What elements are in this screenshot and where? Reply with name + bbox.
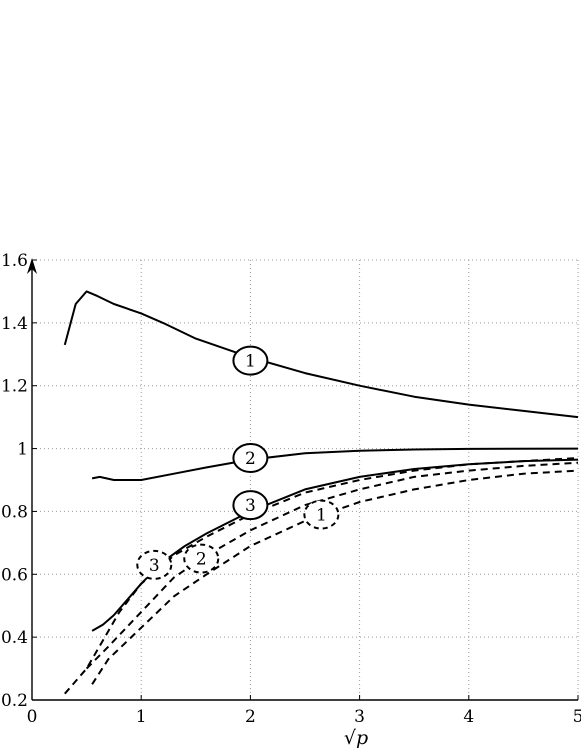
series-marker-1: 1 [232, 345, 269, 376]
series-marker-3: 3 [232, 490, 269, 521]
y-tick-label: 0.6 [1, 565, 28, 585]
y-tick-label: 1.4 [1, 314, 28, 334]
x-tick-label: 4 [463, 707, 474, 727]
marker-label: 3 [149, 556, 160, 576]
series-markers: 1 2 3 1 2 3 [136, 345, 340, 580]
axes [27, 258, 579, 701]
x-tick-label: 0 [27, 707, 38, 727]
series-marker-6: 3 [136, 549, 173, 580]
marker-circle [136, 549, 173, 580]
series-line-2-solid [91, 447, 579, 481]
x-tick-label: 3 [354, 707, 365, 727]
marker-label: 2 [245, 449, 256, 469]
y-tick-label: 0.4 [1, 628, 28, 648]
tick-labels: 0 1 2 3 4 5 0.2 0.4 0.6 0.8 1 1.2 1.4 1.6 [1, 251, 581, 727]
series-line-5-dashed [85, 461, 579, 670]
y-tick-label: 1 [17, 440, 28, 460]
marker-label: 1 [245, 352, 256, 372]
x-tick-label: 1 [136, 707, 147, 727]
marker-circle [232, 345, 269, 376]
y-tick-label: 1.6 [1, 251, 28, 271]
y-tick-label: 0.8 [1, 502, 28, 522]
marker-label: 2 [196, 550, 207, 570]
marker-circle [232, 490, 269, 521]
x-tick-label: 5 [573, 707, 581, 727]
series-line-1-solid [63, 290, 579, 419]
series-line-6-dashed [64, 457, 579, 695]
y-tick-label: 0.2 [1, 691, 28, 711]
marker-circle [303, 499, 340, 530]
series-lines [63, 290, 579, 695]
series-marker-2: 2 [232, 443, 269, 473]
x-axis-title: √p [344, 727, 368, 749]
series-marker-4: 1 [303, 499, 340, 530]
marker-circle [232, 443, 269, 473]
marker-label: 3 [245, 496, 256, 516]
marker-circle [183, 543, 220, 574]
series-marker-5: 2 [183, 543, 220, 574]
y-axis-arrow-icon [27, 258, 37, 274]
series-line-4-dashed [91, 469, 579, 685]
y-tick-label: 1.2 [1, 377, 28, 397]
marker-label: 1 [316, 506, 327, 526]
x-tick-label: 2 [245, 707, 256, 727]
